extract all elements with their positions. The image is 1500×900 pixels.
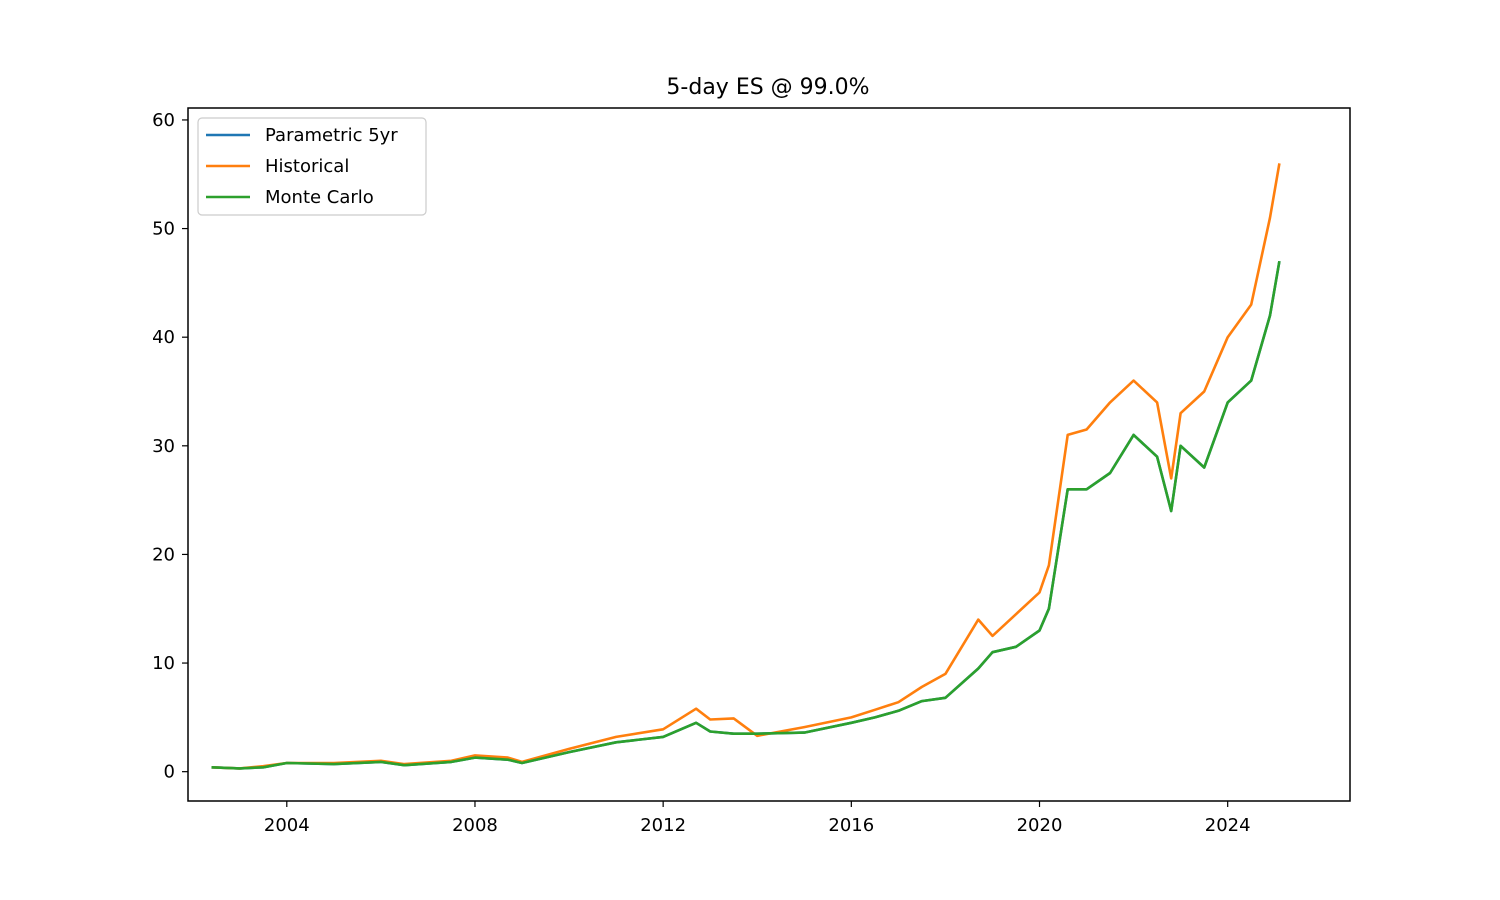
series-lines (211, 163, 1281, 770)
series-line-0 (211, 260, 1281, 770)
chart-title: 5-day ES @ 99.0% (666, 75, 869, 100)
legend-label-0: Parametric 5yr (265, 125, 398, 146)
y-tick-label: 40 (152, 327, 175, 348)
series-line-1 (211, 163, 1281, 770)
series-line-2 (211, 260, 1281, 770)
legend-label-1: Historical (265, 156, 349, 177)
x-tick-label: 2004 (264, 815, 310, 836)
y-tick-label: 20 (152, 544, 175, 565)
y-tick-label: 30 (152, 436, 175, 457)
legend-label-2: Monte Carlo (265, 187, 374, 208)
y-tick-label: 10 (152, 653, 175, 674)
legend: Parametric 5yr Historical Monte Carlo (197, 117, 427, 216)
y-tick-label: 50 (152, 219, 175, 240)
y-axis: 0 10 20 30 40 50 60 (152, 110, 188, 783)
x-tick-label: 2012 (640, 815, 686, 836)
y-tick-label: 0 (164, 762, 175, 783)
x-tick-label: 2016 (828, 815, 874, 836)
plot-area-frame (187, 107, 1351, 802)
y-tick-label: 60 (152, 110, 175, 131)
x-tick-label: 2024 (1205, 815, 1251, 836)
x-tick-label: 2008 (452, 815, 498, 836)
x-axis: 2004 2008 2012 2016 2020 2024 (264, 801, 1251, 836)
x-tick-label: 2020 (1017, 815, 1063, 836)
legend-box (197, 117, 427, 216)
